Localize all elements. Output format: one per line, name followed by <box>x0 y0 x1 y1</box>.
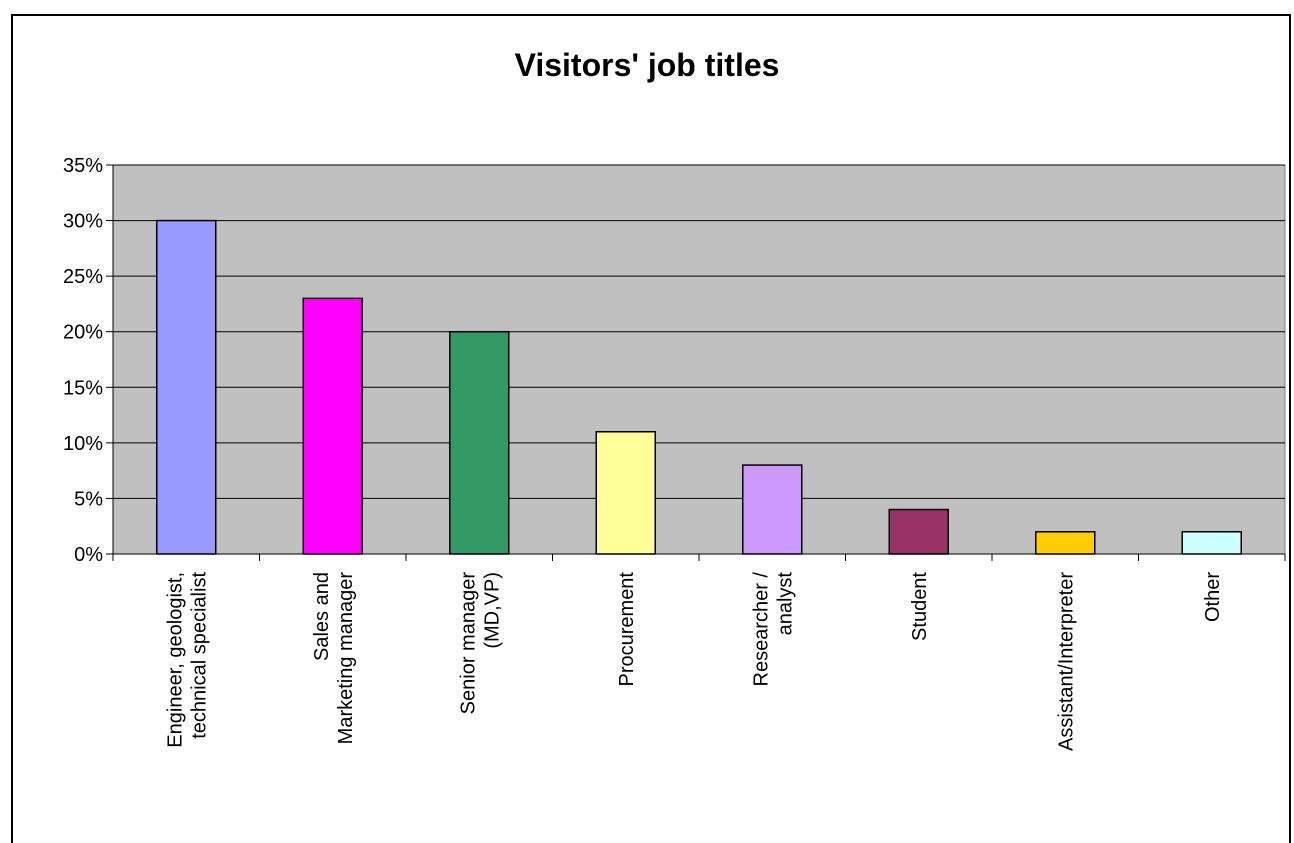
bar <box>1035 531 1096 555</box>
bar <box>449 330 510 555</box>
chart-title: Visitors' job titles <box>514 47 780 83</box>
category-label: technical specialist <box>188 572 210 739</box>
y-tick-label: 5% <box>74 488 103 510</box>
bar <box>302 297 363 555</box>
category-label: Other <box>1202 572 1224 622</box>
category-label: Senior manager <box>457 572 479 715</box>
category-label: Researcher / <box>750 572 772 687</box>
category-label: analyst <box>774 572 796 636</box>
bar <box>156 219 217 555</box>
bar <box>1181 531 1242 555</box>
y-tick-label: 15% <box>63 377 103 399</box>
y-tick-label: 30% <box>63 211 103 233</box>
bar <box>888 508 949 555</box>
y-tick-label: 35% <box>63 155 103 177</box>
bar <box>595 430 656 555</box>
category-label: (MD,VP) <box>481 572 503 649</box>
y-tick-label: 20% <box>63 322 103 344</box>
category-label: Procurement <box>616 572 638 687</box>
category-label: Sales and <box>311 572 333 661</box>
category-label: Engineer, geologist, <box>164 572 186 748</box>
y-tick-label: 10% <box>63 433 103 455</box>
bar <box>742 464 803 555</box>
category-label: Student <box>909 572 931 641</box>
y-tick-label: 0% <box>74 544 103 566</box>
plot-area <box>112 164 1286 555</box>
category-label: Marketing manager <box>335 572 357 745</box>
category-label: Assistant/Interpreter <box>1055 572 1077 751</box>
y-tick-label: 25% <box>63 266 103 288</box>
